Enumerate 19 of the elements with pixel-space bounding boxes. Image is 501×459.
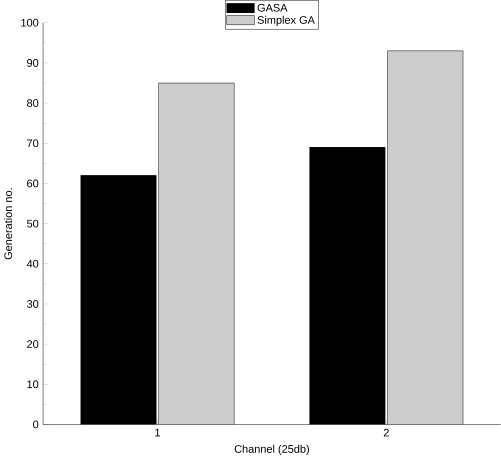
y-tick-label: 30 <box>26 300 38 308</box>
x-tick-label: 2 <box>384 428 389 436</box>
x-axis-title: Channel (25db) <box>234 444 309 455</box>
y-tick-label: 90 <box>27 59 38 67</box>
y-tick-label: 40 <box>26 260 38 268</box>
y-tick-label: 100 <box>21 18 38 27</box>
bar <box>158 83 234 424</box>
y-axis-title: Generation no. <box>4 188 12 260</box>
y-tick-label: 20 <box>27 340 38 348</box>
y-tick-label: 0 <box>33 420 38 428</box>
bar <box>387 50 464 424</box>
y-tick-label: 70 <box>27 139 38 148</box>
legend-label: Simplex GA <box>258 16 315 26</box>
y-tick-label: 10 <box>27 380 38 388</box>
y-tick-label: 60 <box>27 180 38 188</box>
legend-label: GASA <box>258 4 288 12</box>
y-tick-label: 80 <box>27 99 38 107</box>
x-tick-label: 1 <box>155 428 160 436</box>
y-tick-label: 50 <box>26 220 38 228</box>
